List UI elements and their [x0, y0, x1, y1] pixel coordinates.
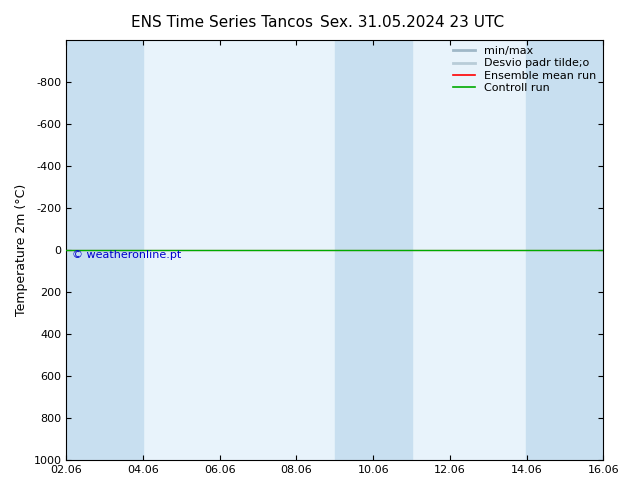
Bar: [526, 40, 603, 460]
Text: © weatheronline.pt: © weatheronline.pt: [72, 250, 181, 260]
Y-axis label: Temperature 2m (°C): Temperature 2m (°C): [15, 184, 28, 316]
Text: Sex. 31.05.2024 23 UTC: Sex. 31.05.2024 23 UTC: [320, 15, 504, 30]
Bar: [67, 40, 143, 460]
Bar: [335, 40, 411, 460]
Legend: min/max, Desvio padr tilde;o, Ensemble mean run, Controll run: min/max, Desvio padr tilde;o, Ensemble m…: [449, 42, 601, 98]
Text: ENS Time Series Tancos: ENS Time Series Tancos: [131, 15, 313, 30]
